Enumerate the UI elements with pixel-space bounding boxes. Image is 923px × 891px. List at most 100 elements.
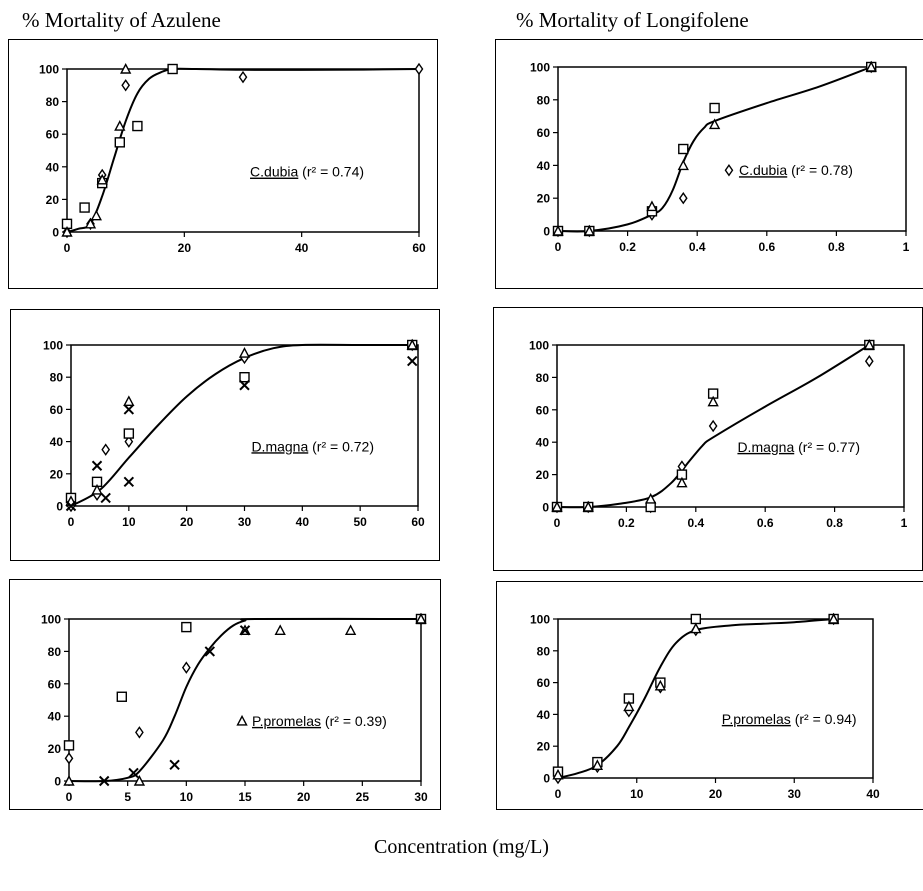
data-point-triangle bbox=[551, 501, 563, 512]
x-tick-label: 0.6 bbox=[758, 240, 775, 254]
x-tick-label: 60 bbox=[412, 241, 426, 255]
data-point-square bbox=[63, 740, 75, 751]
x-tick-label: 0 bbox=[64, 241, 71, 255]
y-tick-label: 100 bbox=[530, 61, 550, 75]
chart-longifolene-cdubia: 0 20 40 60 80 100 0 0.2 0.4 0.6 0.8 1 C.dubia (r² = … bbox=[530, 61, 910, 255]
y-tick-label: 20 bbox=[50, 467, 64, 481]
data-point-diamond bbox=[724, 164, 734, 177]
y-tick-label: 80 bbox=[48, 645, 62, 659]
r-squared: (r² = 0.94) bbox=[791, 711, 857, 727]
y-tick-label: 20 bbox=[46, 193, 60, 207]
data-point-square bbox=[181, 621, 192, 633]
data-point-triangle bbox=[552, 768, 564, 780]
data-point-square bbox=[239, 372, 250, 383]
data-point-triangle bbox=[623, 700, 635, 712]
x-tick-label: 0 bbox=[68, 515, 75, 529]
y-tick-label: 20 bbox=[537, 192, 551, 206]
species-name: D.magna bbox=[737, 439, 794, 455]
data-point-triangle bbox=[114, 120, 126, 131]
data-point-square bbox=[132, 120, 143, 132]
x-tick-label: 1 bbox=[901, 516, 908, 530]
y-tick-label: 60 bbox=[48, 677, 62, 691]
species-name: P.promelas bbox=[252, 713, 321, 729]
y-tick-label: 20 bbox=[48, 742, 62, 756]
y-tick-label: 20 bbox=[537, 740, 551, 754]
data-point-diamond bbox=[678, 191, 688, 205]
plot-area bbox=[70, 344, 419, 507]
data-point-triangle bbox=[708, 118, 721, 130]
panel-longifolene-ppromelas: 0 20 40 60 80 100 0 10 20 30 40 P.promelas (r² = 0.… bbox=[496, 581, 923, 810]
x-tick-label: 0.2 bbox=[618, 516, 635, 530]
data-point-square bbox=[123, 428, 135, 439]
chart-azulene-ppromelas: 0 20 40 60 80 100 0 5 10 15 20 25 30 P.promelas (r² =… bbox=[41, 613, 428, 805]
y-tick-label: 100 bbox=[43, 339, 63, 353]
data-point-triangle bbox=[90, 209, 102, 221]
data-point-triangle bbox=[236, 714, 248, 726]
y-tick-label: 0 bbox=[543, 772, 550, 786]
fit-curve bbox=[556, 344, 870, 509]
data-point-triangle bbox=[406, 339, 418, 350]
x-axis-caption: Concentration (mg/L) bbox=[374, 836, 549, 858]
data-point-triangle bbox=[63, 775, 75, 786]
data-point-square bbox=[79, 202, 90, 213]
y-tick-label: 40 bbox=[537, 159, 551, 173]
data-point-square bbox=[678, 143, 689, 155]
data-point-diamond bbox=[181, 661, 191, 674]
x-tick-label: 15 bbox=[238, 790, 252, 804]
data-point-triangle bbox=[238, 347, 251, 358]
panel-longifolene-cdubia: 0 20 40 60 80 100 0 0.2 0.4 0.6 0.8 1 C.dubia (r² = … bbox=[495, 39, 923, 289]
x-tick-label: 0.2 bbox=[619, 240, 636, 254]
x-tick-label: 20 bbox=[297, 790, 311, 804]
y-tick-label: 80 bbox=[50, 371, 64, 385]
data-point-triangle bbox=[676, 476, 688, 488]
x-tick-label: 0.8 bbox=[828, 240, 845, 254]
y-tick-label: 80 bbox=[537, 93, 551, 107]
x-tick-label: 50 bbox=[353, 515, 367, 529]
x-tick-label: 25 bbox=[356, 790, 370, 804]
chart-azulene-dmagna: 0 20 40 60 80 100 0 10 20 30 40 50 60 D.magna (r² = 0… bbox=[43, 339, 425, 530]
plot-area bbox=[66, 68, 420, 233]
data-point-square bbox=[114, 137, 126, 148]
data-point-triangle bbox=[863, 339, 875, 350]
data-point-square bbox=[167, 63, 178, 75]
data-point-triangle bbox=[654, 679, 667, 691]
data-point-triangle bbox=[96, 173, 108, 185]
data-point-square bbox=[690, 613, 702, 625]
x-tick-label: 0.6 bbox=[757, 516, 774, 530]
y-tick-label: 60 bbox=[46, 128, 60, 142]
data-point-triangle bbox=[120, 63, 132, 74]
data-point-triangle bbox=[133, 775, 146, 786]
x-tick-label: 20 bbox=[180, 515, 194, 529]
data-point-diamond bbox=[414, 62, 424, 76]
data-point-cross bbox=[91, 460, 103, 471]
plot-area bbox=[557, 618, 874, 779]
species-name: C.dubia bbox=[739, 162, 787, 178]
r-squared: (r² = 0.74) bbox=[298, 164, 364, 180]
x-tick-label: 0 bbox=[66, 790, 73, 804]
fit-curve bbox=[557, 66, 872, 233]
data-point-cross bbox=[123, 404, 135, 415]
data-point-cross bbox=[239, 380, 250, 391]
plot-area bbox=[556, 344, 905, 508]
y-tick-label: 40 bbox=[537, 708, 551, 722]
y-tick-label: 100 bbox=[529, 339, 549, 353]
y-tick-label: 0 bbox=[56, 500, 63, 514]
annotation-label: D.magna (r² = 0.72) bbox=[251, 438, 374, 454]
x-tick-label: 0 bbox=[555, 240, 562, 254]
data-point-triangle bbox=[865, 61, 877, 72]
fit-curve bbox=[557, 618, 834, 779]
x-tick-label: 20 bbox=[178, 241, 192, 255]
data-point-triangle bbox=[274, 624, 286, 636]
y-tick-label: 40 bbox=[50, 435, 64, 449]
panel-azulene-cdubia: 0 20 40 60 80 100 0 20 40 60 C.dubia (r² = 0.74) bbox=[8, 39, 438, 289]
data-point-triangle bbox=[583, 225, 595, 236]
data-point-triangle bbox=[552, 225, 564, 236]
y-tick-label: 80 bbox=[537, 644, 551, 658]
x-tick-label: 40 bbox=[296, 515, 310, 529]
data-point-triangle bbox=[827, 613, 840, 624]
data-point-cross bbox=[123, 476, 135, 488]
data-point-cross bbox=[169, 759, 180, 771]
x-tick-label: 40 bbox=[295, 241, 309, 255]
data-point-diamond bbox=[101, 443, 111, 456]
y-tick-label: 40 bbox=[48, 710, 62, 724]
